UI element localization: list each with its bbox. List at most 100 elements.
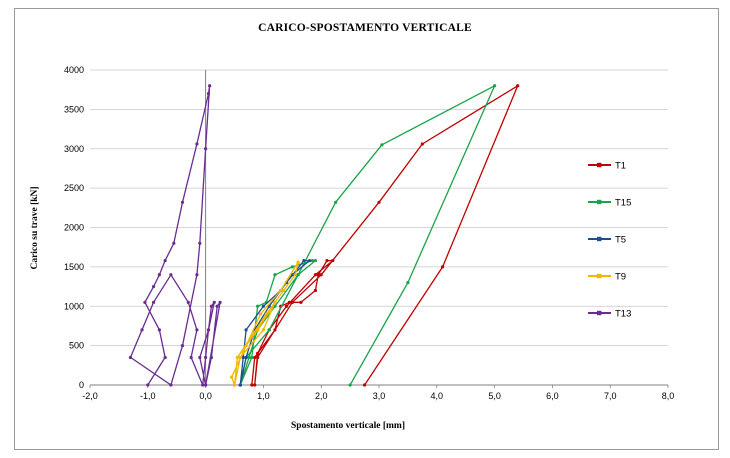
x-tick-label: -2,0 [82, 391, 98, 401]
data-point-t13 [143, 300, 147, 304]
data-point-t13 [195, 142, 199, 146]
data-point-t1 [331, 258, 335, 263]
x-tick-label: 3,0 [373, 391, 386, 401]
data-point-t13 [209, 355, 213, 360]
data-point-t13 [172, 241, 176, 245]
x-tick-label: 2,0 [315, 391, 328, 401]
data-point-t13 [163, 258, 167, 263]
data-point-t9 [230, 375, 234, 379]
y-tick-label: 4000 [64, 65, 84, 75]
data-point-t15 [267, 328, 271, 332]
data-point-t13 [206, 328, 211, 332]
data-point-t13 [198, 241, 202, 245]
data-point-t9 [296, 260, 300, 264]
data-point-t13 [218, 300, 222, 304]
data-point-t1 [377, 200, 381, 204]
data-point-t15 [250, 355, 254, 360]
data-point-t1 [316, 273, 320, 277]
data-point-t1 [319, 273, 323, 277]
grid-lines [90, 69, 668, 347]
data-point-t15 [256, 304, 260, 308]
x-tick-label: 8,0 [662, 391, 675, 401]
data-point-t9 [238, 355, 242, 360]
data-point-t13 [195, 328, 199, 332]
data-point-t15 [348, 383, 352, 387]
legend-label-t15: T15 [615, 198, 631, 209]
legend-marker-t1 [597, 162, 602, 168]
data-point-t5 [241, 355, 245, 360]
data-point-t15 [313, 258, 318, 263]
y-tick-label: 1000 [64, 301, 84, 311]
data-point-t13 [201, 383, 205, 387]
data-point-t13 [180, 344, 185, 348]
data-point-t15 [406, 281, 410, 285]
data-point-t1 [250, 383, 254, 387]
data-point-t5 [261, 304, 265, 308]
data-point-t13 [204, 383, 208, 387]
data-point-t9 [244, 344, 248, 348]
data-point-t1 [253, 383, 257, 387]
legend-label-t13: T13 [615, 309, 631, 320]
data-point-t13 [208, 84, 212, 88]
data-point-t5 [308, 258, 312, 263]
data-point-t13 [180, 200, 185, 204]
data-point-t9 [264, 312, 268, 316]
y-tick-label: 0 [79, 380, 84, 390]
data-point-t9 [258, 312, 263, 316]
data-point-t1 [299, 300, 303, 304]
data-point-t1 [284, 304, 289, 308]
axes: 0 500 1000 1500 2000 2500 3000 3500 4000 -2,0 -1,0… [64, 65, 674, 401]
x-tick-label: -1,0 [140, 391, 156, 401]
x-tick-label: 0,0 [199, 391, 212, 401]
data-point-t13 [195, 273, 199, 277]
legend-marker-t5 [597, 236, 602, 242]
legend: T1 T15 T5 T9 T13 [588, 161, 631, 320]
data-point-t5 [244, 355, 248, 360]
data-point-t1 [290, 300, 294, 304]
chart-frame [14, 8, 719, 450]
data-point-t1 [256, 355, 260, 360]
data-point-t1 [362, 383, 367, 387]
data-point-t15 [290, 265, 294, 269]
data-point-t1 [253, 355, 257, 360]
x-tick-label: 5,0 [488, 391, 501, 401]
data-point-t9 [261, 328, 265, 332]
data-point-t13 [169, 383, 173, 387]
data-point-t9 [279, 288, 283, 293]
data-point-t13 [146, 383, 150, 387]
data-point-t1 [440, 265, 445, 269]
legend-label-t1: T1 [615, 161, 626, 172]
y-tick-label: 2000 [64, 223, 84, 233]
data-point-t15 [334, 200, 338, 204]
data-point-t13 [204, 147, 208, 151]
series-line-t1 [251, 85, 519, 386]
data-point-t13 [189, 355, 193, 360]
series-line-t13 [129, 85, 221, 386]
data-point-t15 [310, 258, 315, 263]
data-point-t1 [325, 258, 329, 263]
data-point-t15 [296, 273, 300, 277]
y-tick-label: 3500 [64, 104, 84, 114]
legend-marker-t13 [597, 310, 602, 316]
chart-title: CARICO-SPOSTAMENTO VERTICALE [258, 22, 472, 34]
data-point-t1 [420, 142, 424, 146]
y-tick-label: 3000 [64, 144, 84, 154]
data-point-t1 [256, 351, 260, 356]
legend-label-t5: T5 [615, 235, 626, 246]
x-tick-label: 1,0 [257, 391, 270, 401]
data-point-t9 [256, 328, 260, 332]
data-point-t9 [232, 383, 237, 387]
data-point-t13 [157, 273, 161, 277]
data-point-t13 [163, 355, 167, 360]
data-point-t15 [380, 143, 384, 147]
data-point-t13 [140, 328, 144, 332]
legend-label-t9: T9 [615, 272, 626, 283]
data-point-t13 [128, 355, 133, 360]
data-point-t15 [247, 355, 251, 360]
data-point-t13 [204, 355, 208, 360]
data-point-t13 [198, 355, 202, 360]
data-point-t5 [302, 258, 306, 263]
data-point-t9 [282, 288, 286, 293]
y-tick-label: 500 [69, 341, 84, 351]
